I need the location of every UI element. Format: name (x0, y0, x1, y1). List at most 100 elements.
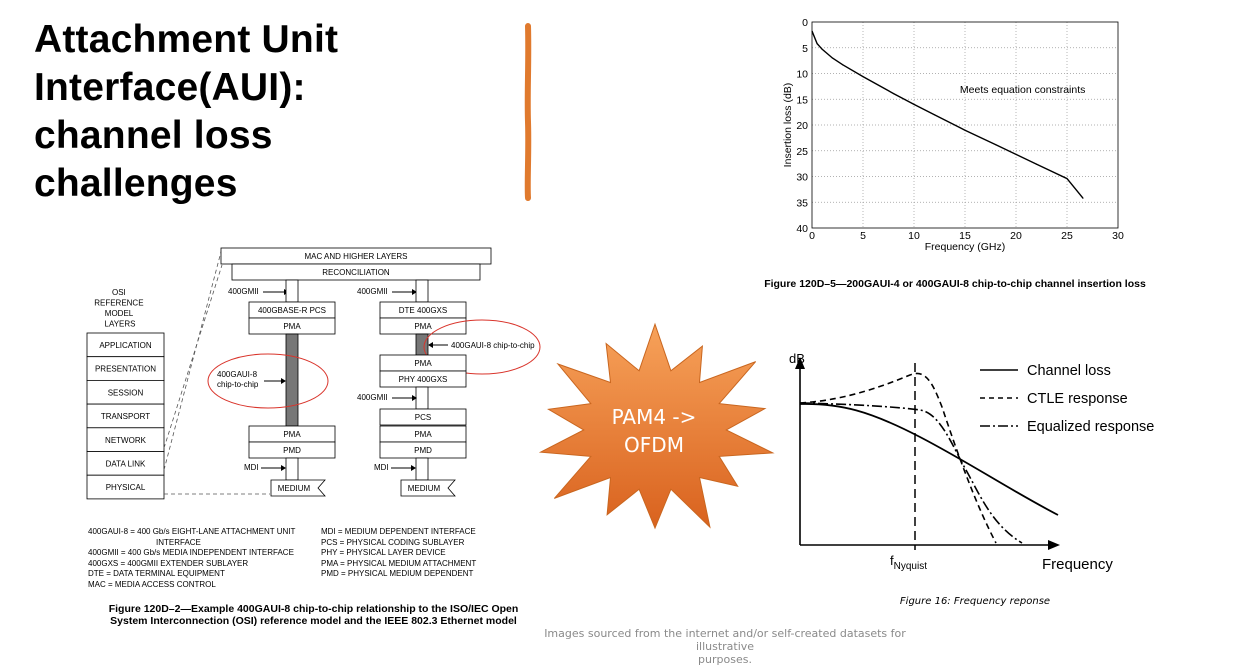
reconciliation-label: RECONCILIATION (322, 268, 390, 277)
osi-header: OSI REFERENCE MODEL LAYERS (94, 288, 146, 329)
legend-label: Equalized response (1027, 419, 1154, 435)
left-medium-label: MEDIUM (278, 484, 311, 493)
right-gmii2-label: 400GMII (357, 393, 388, 402)
data-point (913, 103, 915, 105)
y-axis-arrow (795, 357, 805, 369)
equalized-response-curve (799, 402, 1023, 544)
left-pcs-label: 400GBASE-R PCS (258, 306, 326, 315)
image-credit: Images sourced from the internet and/or … (520, 627, 930, 666)
frequency-response-chart: dB Frequency fNyquist Channel loss CTLE resp… (789, 351, 1154, 573)
y-tick-label: 5 (802, 43, 808, 55)
abbrev-line: INTERFACE (156, 537, 201, 547)
mac-layer-label: MAC AND HIGHER LAYERS (305, 252, 408, 261)
left-pmd-label: PMD (283, 446, 301, 455)
caption-line: Figure 120D–2—Example 400GAUI-8 chip-to-… (108, 603, 519, 615)
insertion-loss-caption: Figure 120D–5—200GAUI-4 or 400GAUI-8 chi… (764, 278, 1146, 290)
abbrev-right: MDI = MEDIUM DEPENDENT INTERFACE PCS = P… (321, 527, 476, 580)
channel-loss-curve (799, 403, 1059, 516)
osi-layer-stack: APPLICATION PRESENTATION SESSION TRANSPORT N… (86, 332, 165, 500)
abbrev-line: DTE = DATA TERMINAL EQUIPMENT (88, 569, 225, 579)
data-point (1035, 163, 1037, 165)
right-mdi-label: MDI (374, 463, 389, 472)
osi-layer-label: NETWORK (105, 436, 147, 445)
legend-label: CTLE response (1027, 391, 1128, 407)
y-tick-label: 0 (802, 17, 808, 29)
nyquist-label: fNyquist (890, 553, 927, 572)
data-point (831, 57, 833, 59)
osi-layer-label: PHYSICAL (106, 483, 146, 492)
x-axis-arrow (1048, 540, 1060, 550)
data-point (816, 43, 818, 45)
abbrev-line: 400GAUI-8 = 400 Gb/s EIGHT-LANE ATTACHME… (88, 527, 296, 536)
y-tick-label: 15 (796, 94, 808, 106)
data-point (811, 30, 813, 32)
left-mdi-label: MDI (244, 463, 259, 472)
y-tick-label: 30 (796, 172, 808, 184)
data-point (1082, 197, 1084, 199)
x-tick-label: 10 (908, 230, 920, 242)
abbrev-line: 400GMII = 400 Gb/s MEDIA INDEPENDENT INT… (88, 548, 294, 558)
right-aui-label: 400GAUI-8 chip-to-chip (451, 341, 535, 350)
y-axis-label: dB (789, 351, 805, 366)
abbrev-line: MAC = MEDIA ACCESS CONTROL (88, 579, 216, 589)
abbrev-line: PHY = PHYSICAL LAYER DEVICE (321, 548, 446, 558)
osi-mapping-lines (163, 247, 270, 495)
x-tick-label: 5 (860, 230, 866, 242)
osi-layer-label: PRESENTATION (95, 365, 156, 374)
abbrev-line: MDI = MEDIUM DEPENDENT INTERFACE (321, 527, 476, 536)
pam4-ofdm-starburst (538, 322, 775, 530)
title-line: challenges (34, 162, 238, 205)
data-point (964, 129, 966, 131)
right-pma-b-label: PMA (414, 359, 432, 368)
abbrev-line: 400GXS = 400GMII EXTENDER SUBLAYER (88, 558, 249, 568)
insertion-loss-chart: 0 5 10 15 20 25 30 0 5 10 15 20 25 30 35 40 Meets equati… (782, 17, 1124, 253)
slide-title: Attachment Unit Interface(AUI): channel … (34, 16, 504, 208)
data-point (893, 92, 895, 95)
caption-line: System Interconnection (OSI) reference m… (110, 615, 517, 627)
data-point (995, 143, 997, 146)
right-pma-label: PMA (414, 322, 432, 331)
data-point (821, 48, 823, 50)
orange-divider-bar (524, 23, 532, 201)
left-aui-label: 400GAUI-8 chip-to-chip (217, 370, 259, 389)
x-tick-label: 25 (1061, 230, 1073, 242)
x-axis-label: Frequency (1042, 556, 1113, 573)
y-tick-label: 35 (796, 197, 808, 209)
y-tick-label: 40 (796, 223, 808, 235)
osi-figure: OSI REFERENCE MODEL LAYERS APPLICATION PR… (86, 247, 541, 500)
osi-layer-label: DATA LINK (106, 460, 146, 469)
x-axis-label: Frequency (GHz) (925, 241, 1006, 253)
chart-annotation: Meets equation constraints (960, 84, 1086, 96)
right-gmii-label: 400GMII (357, 287, 388, 296)
right-dte-label: DTE 400GXS (399, 306, 447, 315)
osi-layer-label: SESSION (108, 388, 144, 397)
data-point (933, 114, 935, 116)
data-point (842, 64, 844, 66)
x-tick-label: 0 (809, 230, 815, 242)
ctle-response-curve (799, 372, 997, 544)
abbrev-line: PMD = PHYSICAL MEDIUM DEPENDENT (321, 569, 474, 579)
osi-layer-label: APPLICATION (99, 341, 152, 350)
frequency-response-caption: Figure 16: Frequency reponse (899, 596, 1051, 607)
y-axis-label: Insertion loss (dB) (782, 83, 794, 168)
left-gmii-label: 400GMII (228, 287, 259, 296)
y-tick-label: 25 (796, 146, 808, 158)
abbrev-left: 400GAUI-8 = 400 Gb/s EIGHT-LANE ATTACHME… (88, 527, 295, 591)
x-tick-label: 20 (1010, 230, 1022, 242)
y-tick-label: 10 (796, 69, 808, 81)
osi-layer-label: TRANSPORT (101, 412, 150, 421)
plot-frame (811, 21, 1119, 229)
burst-line: OFDM (624, 433, 684, 457)
title-line: Attachment Unit (34, 18, 339, 61)
right-phy-label: PHY 400GXS (399, 375, 448, 384)
osi-layer-box (86, 474, 165, 500)
left-pma-label: PMA (283, 322, 301, 331)
burst-label: PAM4 -> OFDM (594, 403, 714, 459)
right-pma2-label: PMA (414, 430, 432, 439)
x-tick-label: 15 (959, 230, 971, 242)
title-line: channel loss (34, 114, 273, 157)
right-pmd-label: PMD (414, 446, 432, 455)
x-tick-label: 30 (1112, 230, 1124, 242)
credit-line: Images sourced from the internet and/or … (544, 627, 906, 653)
right-highlight-ellipse (423, 319, 541, 375)
